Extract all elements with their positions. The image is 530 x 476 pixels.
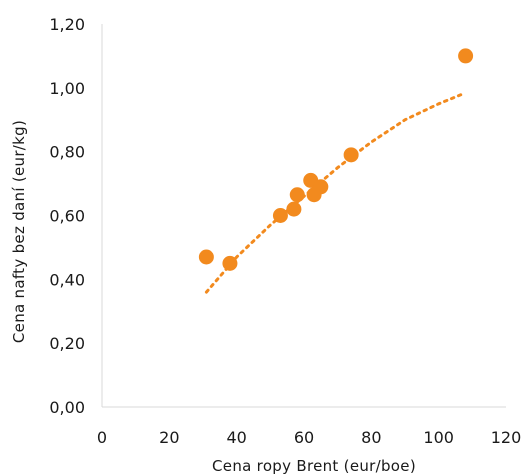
- data-points: [198, 48, 474, 271]
- y-tick-label: 0,40: [49, 270, 85, 289]
- chart-axes: [101, 24, 506, 408]
- trendline: [204, 92, 464, 294]
- data-point: [286, 201, 302, 217]
- y-tick-label: 1,00: [49, 79, 85, 98]
- data-point: [458, 48, 474, 64]
- x-tick-label: 120: [491, 428, 522, 447]
- y-tick-label: 0,00: [49, 398, 85, 417]
- x-tick-label: 80: [361, 428, 381, 447]
- y-axis-title: Cena nafty bez daní (eur/kg): [10, 120, 28, 343]
- data-point: [272, 208, 288, 223]
- x-tick-label: 20: [159, 428, 179, 447]
- x-tick-labels: 0 20 40 60 80 100 120: [97, 428, 521, 447]
- x-tick-label: 40: [226, 428, 246, 447]
- data-point: [198, 249, 214, 265]
- y-tick-label: 0,80: [49, 143, 85, 162]
- data-point: [289, 187, 305, 203]
- data-point: [222, 255, 238, 271]
- x-tick-label: 100: [423, 428, 454, 447]
- data-point: [343, 147, 359, 163]
- data-point: [313, 179, 329, 195]
- x-axis-title: Cena ropy Brent (eur/boe): [212, 457, 416, 475]
- y-tick-label: 0,20: [49, 334, 85, 353]
- x-tick-label: 60: [294, 428, 314, 447]
- y-tick-labels: 0,00 0,20 0,40 0,60 0,80 1,00 1,20: [49, 15, 85, 417]
- y-tick-label: 0,60: [49, 207, 85, 226]
- x-tick-label: 0: [97, 428, 107, 447]
- y-tick-label: 1,20: [49, 15, 85, 34]
